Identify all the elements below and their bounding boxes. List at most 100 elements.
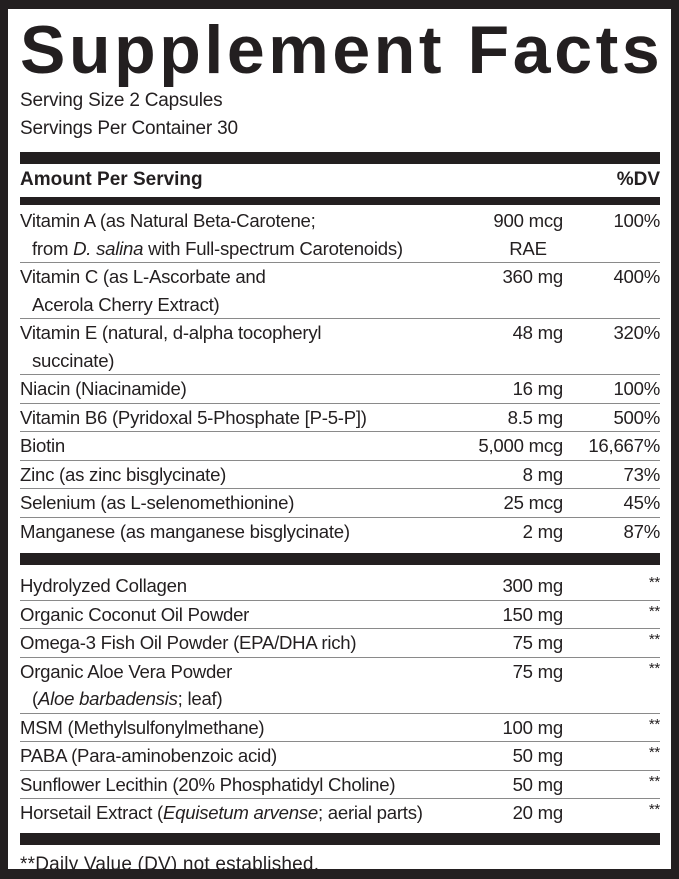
daily-value: ** <box>648 631 660 648</box>
amount-value: 900 mcg <box>493 210 563 231</box>
table-row: Vitamin A (as Natural Beta-Carotene; from… <box>20 207 660 263</box>
table-row: Vitamin C (as L-Ascorbate and Acerola Che… <box>20 263 660 319</box>
ingredient-name-line: from D. salina with Full-spectrum Carote… <box>20 235 453 263</box>
amount-value: 16 mg <box>512 378 564 399</box>
daily-value: ** <box>648 744 660 761</box>
ingredient-amount: 2 mg <box>453 518 564 546</box>
ingredient-name-line: Organic Coconut Oil Powder <box>20 601 453 629</box>
daily-value: ** <box>648 659 660 677</box>
ingredient-amount: 16 mg <box>453 375 564 403</box>
ingredient-name-line: MSM (Methylsulfonylmethane) <box>20 714 453 742</box>
ingredient-name-line: (Aloe barbadensis; leaf) <box>20 685 453 713</box>
daily-value: ** <box>648 772 660 790</box>
ingredient-name-part: Horsetail Extract ( <box>20 802 164 823</box>
ingredient-name: Vitamin C (as L-Ascorbate and Acerola Che… <box>20 263 453 318</box>
amount-value: 5,000 mcg <box>478 435 563 456</box>
ingredient-name-line: PABA (Para-aminobenzoic acid) <box>20 742 453 770</box>
ingredient-name-part: Vitamin A (as Natural Beta-Carotene; <box>20 210 316 231</box>
daily-value: 100% <box>613 210 660 231</box>
ingredient-name-line: Selenium (as L-selenomethionine) <box>20 489 453 517</box>
ingredient-name-line: Sunflower Lecithin (20% Phosphatidyl Cho… <box>20 771 453 799</box>
table-row: Vitamin E (natural, d-alpha tocopheryl su… <box>20 319 660 375</box>
ingredient-name-part: Manganese (as manganese bisglycinate) <box>20 520 350 542</box>
amount-value: 25 mcg <box>503 492 564 513</box>
daily-value: 16,667% <box>588 435 660 456</box>
ingredient-name-line: Vitamin E (natural, d-alpha tocopheryl <box>20 319 453 347</box>
ingredient-name: Vitamin E (natural, d-alpha tocopheryl su… <box>20 319 453 374</box>
ingredient-name-part: from <box>32 237 74 259</box>
ingredient-name-line: Vitamin A (as Natural Beta-Carotene; <box>20 207 453 235</box>
ingredient-name: PABA (Para-aminobenzoic acid) <box>20 742 453 770</box>
ingredient-name: Horsetail Extract (Equisetum arvense; ae… <box>20 799 453 827</box>
ingredient-name-part: MSM (Methylsulfonylmethane) <box>20 716 265 738</box>
ingredient-amount: 50 mg <box>453 771 564 799</box>
ingredient-name-line: Biotin <box>20 432 453 460</box>
ingredient-name-part: succinate) <box>32 349 115 371</box>
ingredient-name-line: Niacin (Niacinamide) <box>20 375 453 403</box>
ingredient-name-line: Vitamin B6 (Pyridoxal 5-Phosphate [P-5-P… <box>20 404 453 432</box>
ingredient-name-part: Organic Aloe Vera Powder <box>20 660 233 682</box>
table-row: Sunflower Lecithin (20% Phosphatidyl Cho… <box>20 771 660 799</box>
ingredient-name: Selenium (as L-selenomethionine) <box>20 489 453 517</box>
daily-value: 100% <box>613 378 660 399</box>
ingredient-name-part: Equisetum arvense <box>163 802 318 823</box>
table-row: Organic Coconut Oil Powder 150 mg ** <box>20 601 660 629</box>
servings-per-container: Servings Per Container 30 <box>20 118 238 139</box>
ingredient-amount: 20 mg <box>453 799 564 827</box>
divider-bar <box>20 197 660 205</box>
amount-value: 50 mg <box>512 745 564 766</box>
ingredient-amount: 75 mg <box>453 658 564 713</box>
ingredient-amount: 48 mg <box>453 319 564 374</box>
ingredient-amount: 25 mcg <box>453 489 564 517</box>
ingredient-name-part: Niacin (Niacinamide) <box>20 378 187 399</box>
divider-bar <box>20 152 660 164</box>
table-row: Selenium (as L-selenomethionine) 25 mcg 45… <box>20 489 660 518</box>
ingredient-name-line: Hydrolyzed Collagen <box>20 572 453 600</box>
ingredient-name-line: Zinc (as zinc bisglycinate) <box>20 461 453 489</box>
column-header: Amount Per Serving %DV <box>20 165 660 195</box>
ingredient-name-part: Omega-3 Fish Oil Powder (EPA/DHA rich) <box>20 632 357 653</box>
ingredient-name: Biotin <box>20 432 453 460</box>
daily-value: 73% <box>623 463 661 485</box>
ingredient-name-line: Omega-3 Fish Oil Powder (EPA/DHA rich) <box>20 629 453 657</box>
ingredient-name: Omega-3 Fish Oil Powder (EPA/DHA rich) <box>20 629 453 657</box>
amount-value: 2 mg <box>522 520 564 542</box>
ingredient-name-line: Acerola Cherry Extract) <box>20 291 453 319</box>
ingredient-amount: 360 mg <box>453 263 563 318</box>
ingredient-amount: 300 mg <box>453 572 563 600</box>
ingredient-name-part: Zinc (as zinc bisglycinate) <box>20 463 227 485</box>
other-ingredient-list: Hydrolyzed Collagen 300 mg ** Organic Cocon… <box>20 572 660 827</box>
daily-value: ** <box>648 801 660 818</box>
ingredient-name-part: Biotin <box>20 435 66 456</box>
ingredient-amount: 100 mg <box>453 714 563 742</box>
ingredient-name-part: ( <box>32 688 38 709</box>
ingredient-name-part: Acerola Cherry Extract) <box>32 293 220 315</box>
ingredient-name-part: with Full-spectrum Carotenoids) <box>143 237 403 259</box>
ingredient-name: Sunflower Lecithin (20% Phosphatidyl Cho… <box>20 771 453 799</box>
table-row: Manganese (as manganese bisglycinate) 2 m… <box>20 518 660 546</box>
ingredient-name: Zinc (as zinc bisglycinate) <box>20 461 453 489</box>
amount-value: 48 mg <box>512 322 564 343</box>
amount-value: 20 mg <box>512 802 564 823</box>
ingredient-name: Vitamin B6 (Pyridoxal 5-Phosphate [P-5-P… <box>20 404 453 432</box>
ingredient-name-part: Vitamin E (natural, d-alpha tocopheryl <box>20 322 322 343</box>
dv-header: %DV <box>616 169 660 190</box>
ingredient-name-line: succinate) <box>20 347 453 375</box>
daily-value: ** <box>648 574 660 591</box>
ingredient-name-part: Vitamin C (as L-Ascorbate and <box>20 266 266 287</box>
amount-value: 75 mg <box>512 632 564 653</box>
daily-value: 500% <box>613 406 660 428</box>
amount-value: 8.5 mg <box>507 406 564 428</box>
daily-value: ** <box>648 715 660 733</box>
ingredient-name: Niacin (Niacinamide) <box>20 375 453 403</box>
divider-bar <box>20 553 660 565</box>
ingredient-name-part: Hydrolyzed Collagen <box>20 575 187 596</box>
amount-unit: RAE <box>509 237 547 259</box>
ingredient-name-part: PABA (Para-aminobenzoic acid) <box>20 745 277 766</box>
daily-value: 87% <box>623 520 661 542</box>
ingredient-amount: 150 mg <box>453 601 563 629</box>
ingredient-amount: 8 mg <box>453 461 564 489</box>
vitamin-list: Vitamin A (as Natural Beta-Carotene; from… <box>20 207 660 545</box>
amount-value: 300 mg <box>502 575 563 596</box>
panel-title: Supplement Facts <box>20 12 664 88</box>
